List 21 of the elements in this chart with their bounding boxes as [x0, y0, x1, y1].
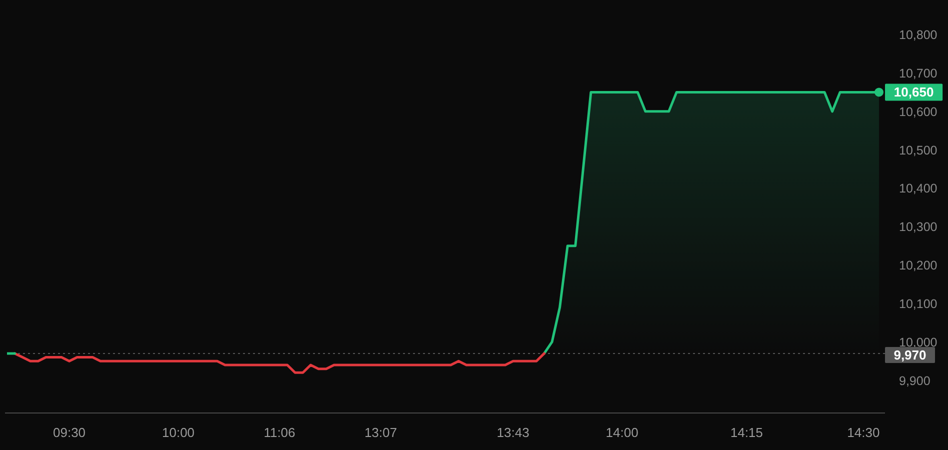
x-tick-label: 13:07: [364, 425, 397, 440]
x-tick-label: 09:30: [53, 425, 86, 440]
x-tick-label: 11:06: [264, 425, 296, 440]
y-tick-label: 9,900: [899, 374, 930, 388]
y-tick-label: 10,400: [899, 182, 938, 196]
x-tick-label: 14:30: [847, 425, 880, 440]
x-tick-label: 14:00: [606, 425, 638, 440]
y-tick-label: 10,000: [899, 335, 938, 350]
x-tick-label: 10:00: [162, 425, 195, 440]
line-series: [14, 352, 546, 374]
x-tick-label: 13:43: [496, 425, 530, 440]
x-tick-label: 14:15: [730, 425, 763, 440]
y-tick-label: 10,600: [899, 104, 938, 119]
y-tick-label: 10,500: [899, 143, 938, 158]
data-label: 10,650: [894, 84, 934, 100]
y-tick-label: 10,200: [899, 258, 938, 273]
y-tick-label: 10,700: [899, 66, 938, 80]
y-tick-label: 10,100: [899, 296, 938, 311]
ref-line-label: 9,970: [894, 347, 926, 362]
y-tick-label: 10,800: [899, 28, 938, 42]
y-tick-label: 10,300: [899, 220, 938, 234]
